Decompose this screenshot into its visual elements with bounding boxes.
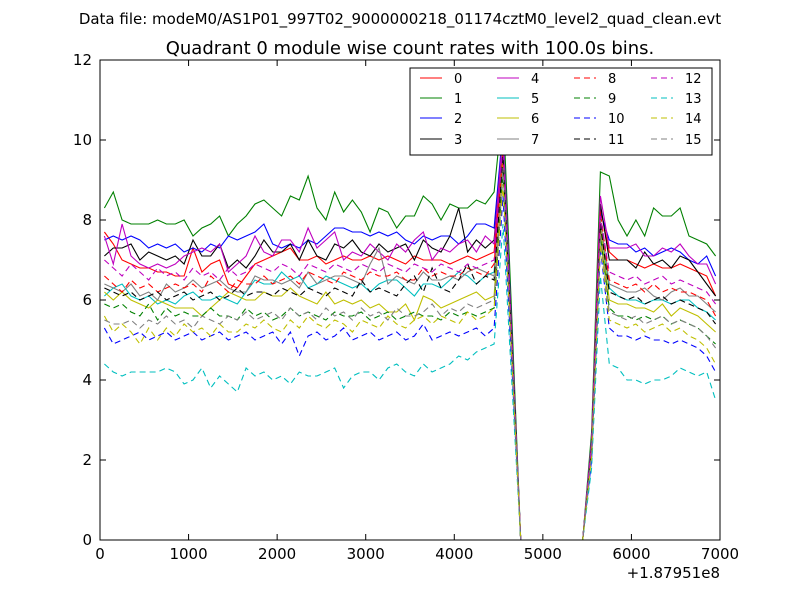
x-axis: 0 1000 2000 3000 4000 5000 6000 7000 [95,60,739,563]
legend-label-10: 10 [608,112,625,127]
series-line-4 [103,131,717,541]
series-layer [103,103,717,541]
legend-label-13: 13 [685,92,702,107]
legend-label-4: 4 [531,72,539,87]
x-tick-label: 2000 [258,545,296,563]
legend-label-11: 11 [608,133,625,148]
series-line-12 [104,143,717,541]
x-offset-label: +1.87951e8 [627,564,720,582]
legend-frame [409,67,713,156]
series-line-13 [104,223,717,541]
series-line-1 [103,103,717,541]
series-line-6 [104,159,716,541]
x-tick-label: 3000 [347,545,385,563]
legend-label-7: 7 [531,133,539,148]
series-line-7 [104,139,716,541]
x-tick-label: 7000 [701,545,739,563]
series-line-8 [104,151,717,541]
legend-label-14: 14 [685,112,702,127]
series-line-15 [104,167,717,541]
y-tick-label: 10 [73,131,92,149]
series-line-9 [104,171,716,541]
x-tick-label: 1000 [169,545,207,563]
legend-label-12: 12 [685,72,702,87]
legend-label-9: 9 [608,92,616,107]
x-tick-label: 4000 [435,545,473,563]
legend-label-2: 2 [454,112,462,127]
series-line-0 [103,147,717,541]
legend-label-0: 0 [454,72,462,87]
legend-label-6: 6 [531,112,539,127]
legend-label-15: 15 [685,133,702,148]
legend-label-8: 8 [608,72,616,87]
y-tick-label: 6 [82,291,92,309]
series-line-10 [103,195,717,541]
series-line-3 [104,135,717,541]
series-line-2 [104,127,717,541]
y-tick-label: 12 [73,51,92,69]
y-tick-label: 2 [82,451,92,469]
y-tick-label: 4 [82,371,92,389]
series-line-11 [104,155,717,541]
chart-title: Quadrant 0 module wise count rates with … [166,38,655,59]
legend-label-1: 1 [454,92,462,107]
x-tick-label: 0 [95,545,105,563]
x-tick-label: 5000 [524,545,562,563]
legend-label-5: 5 [531,92,539,107]
series-line-5 [104,147,716,541]
legend-label-3: 3 [454,133,462,148]
x-tick-label: 6000 [612,545,650,563]
y-tick-label: 8 [82,211,92,229]
series-line-14 [103,183,717,541]
y-tick-label: 0 [82,531,92,549]
chart-suptitle: Data file: modeM0/AS1P01_997T02_90000002… [79,10,721,29]
